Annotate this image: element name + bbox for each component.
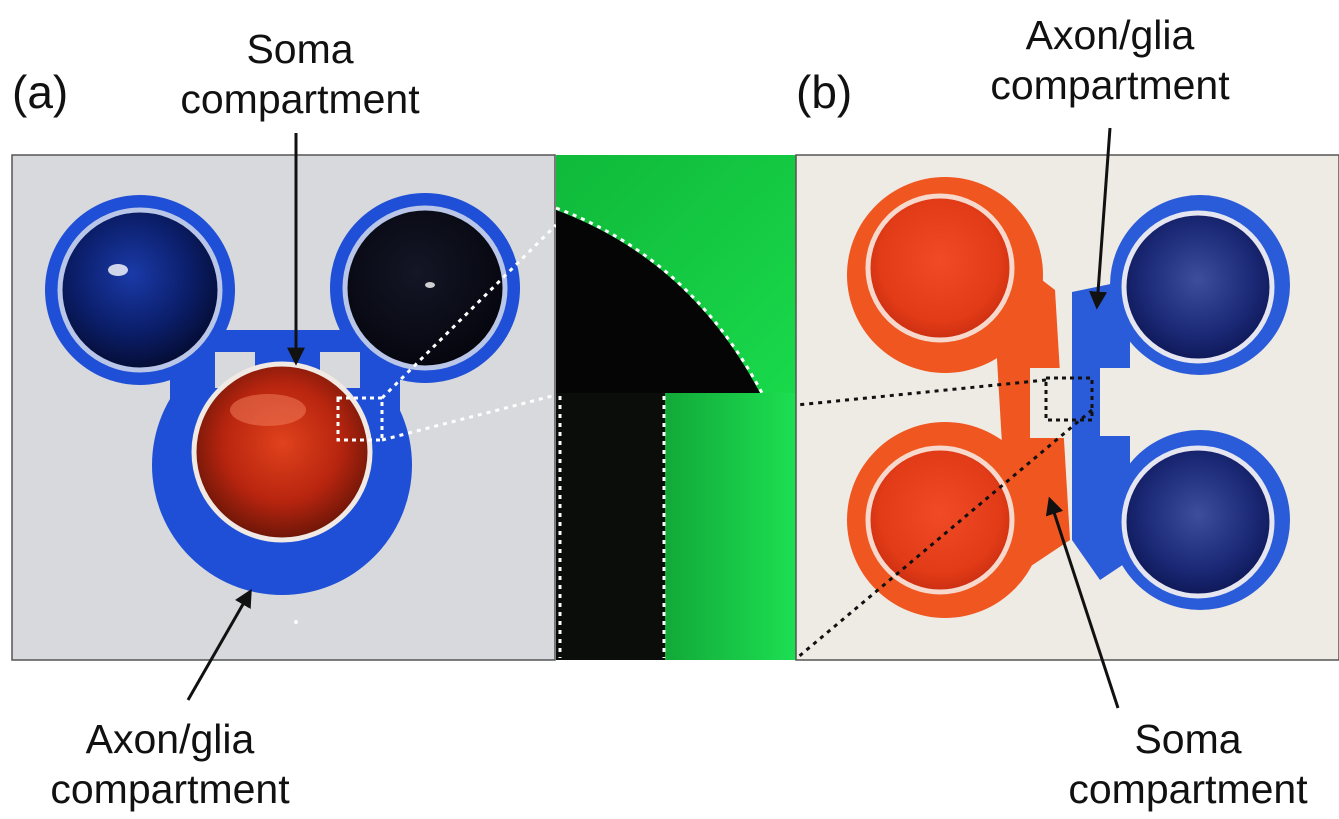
well-b-bottom-left: [865, 445, 1015, 595]
well-b-top-right: [1121, 210, 1275, 364]
label-b-axon: Axon/glia compartment: [960, 10, 1260, 110]
label-a-soma: Soma compartment: [150, 24, 450, 124]
well-b-top-left: [865, 193, 1015, 343]
label-b-axon-line2: compartment: [990, 62, 1230, 108]
label-a-axon-line1: Axon/glia: [85, 716, 255, 762]
label-a-axon: Axon/glia compartment: [20, 714, 320, 814]
well-top-left: [57, 207, 223, 373]
panel-b-tag: (b): [796, 66, 853, 118]
zoom-line-a-bottom: [381, 393, 557, 442]
panel-b-photo: [795, 154, 1339, 661]
well-top-right: [342, 205, 508, 371]
label-b-axon-line1: Axon/glia: [1025, 12, 1195, 58]
label-a-axon-line2: compartment: [50, 766, 290, 812]
arrow-b-axon: [1089, 127, 1112, 310]
zoom-box-b: [1044, 376, 1094, 422]
zoom-box-a: [336, 396, 384, 442]
label-b-soma-line2: compartment: [1068, 766, 1308, 812]
panel-a-photo: [11, 154, 556, 661]
panel-a-tag: (a): [12, 66, 69, 118]
well-b-bottom-right: [1121, 445, 1275, 599]
zoom-line-b-top: [796, 378, 1047, 407]
label-a-soma-line1: Soma: [246, 26, 354, 72]
label-b-soma: Soma compartment: [1040, 714, 1336, 814]
well-center-soma: [191, 361, 373, 543]
zoom-line-b-bottom: [796, 408, 1093, 660]
label-a-soma-line2: compartment: [180, 76, 420, 122]
fluorescence-inset-bottom: [556, 393, 796, 660]
label-b-soma-line1: Soma: [1134, 716, 1242, 762]
fluorescence-inset-top: [555, 155, 796, 394]
arrow-b-soma: [1045, 496, 1120, 709]
arrow-a-axon: [186, 588, 252, 701]
